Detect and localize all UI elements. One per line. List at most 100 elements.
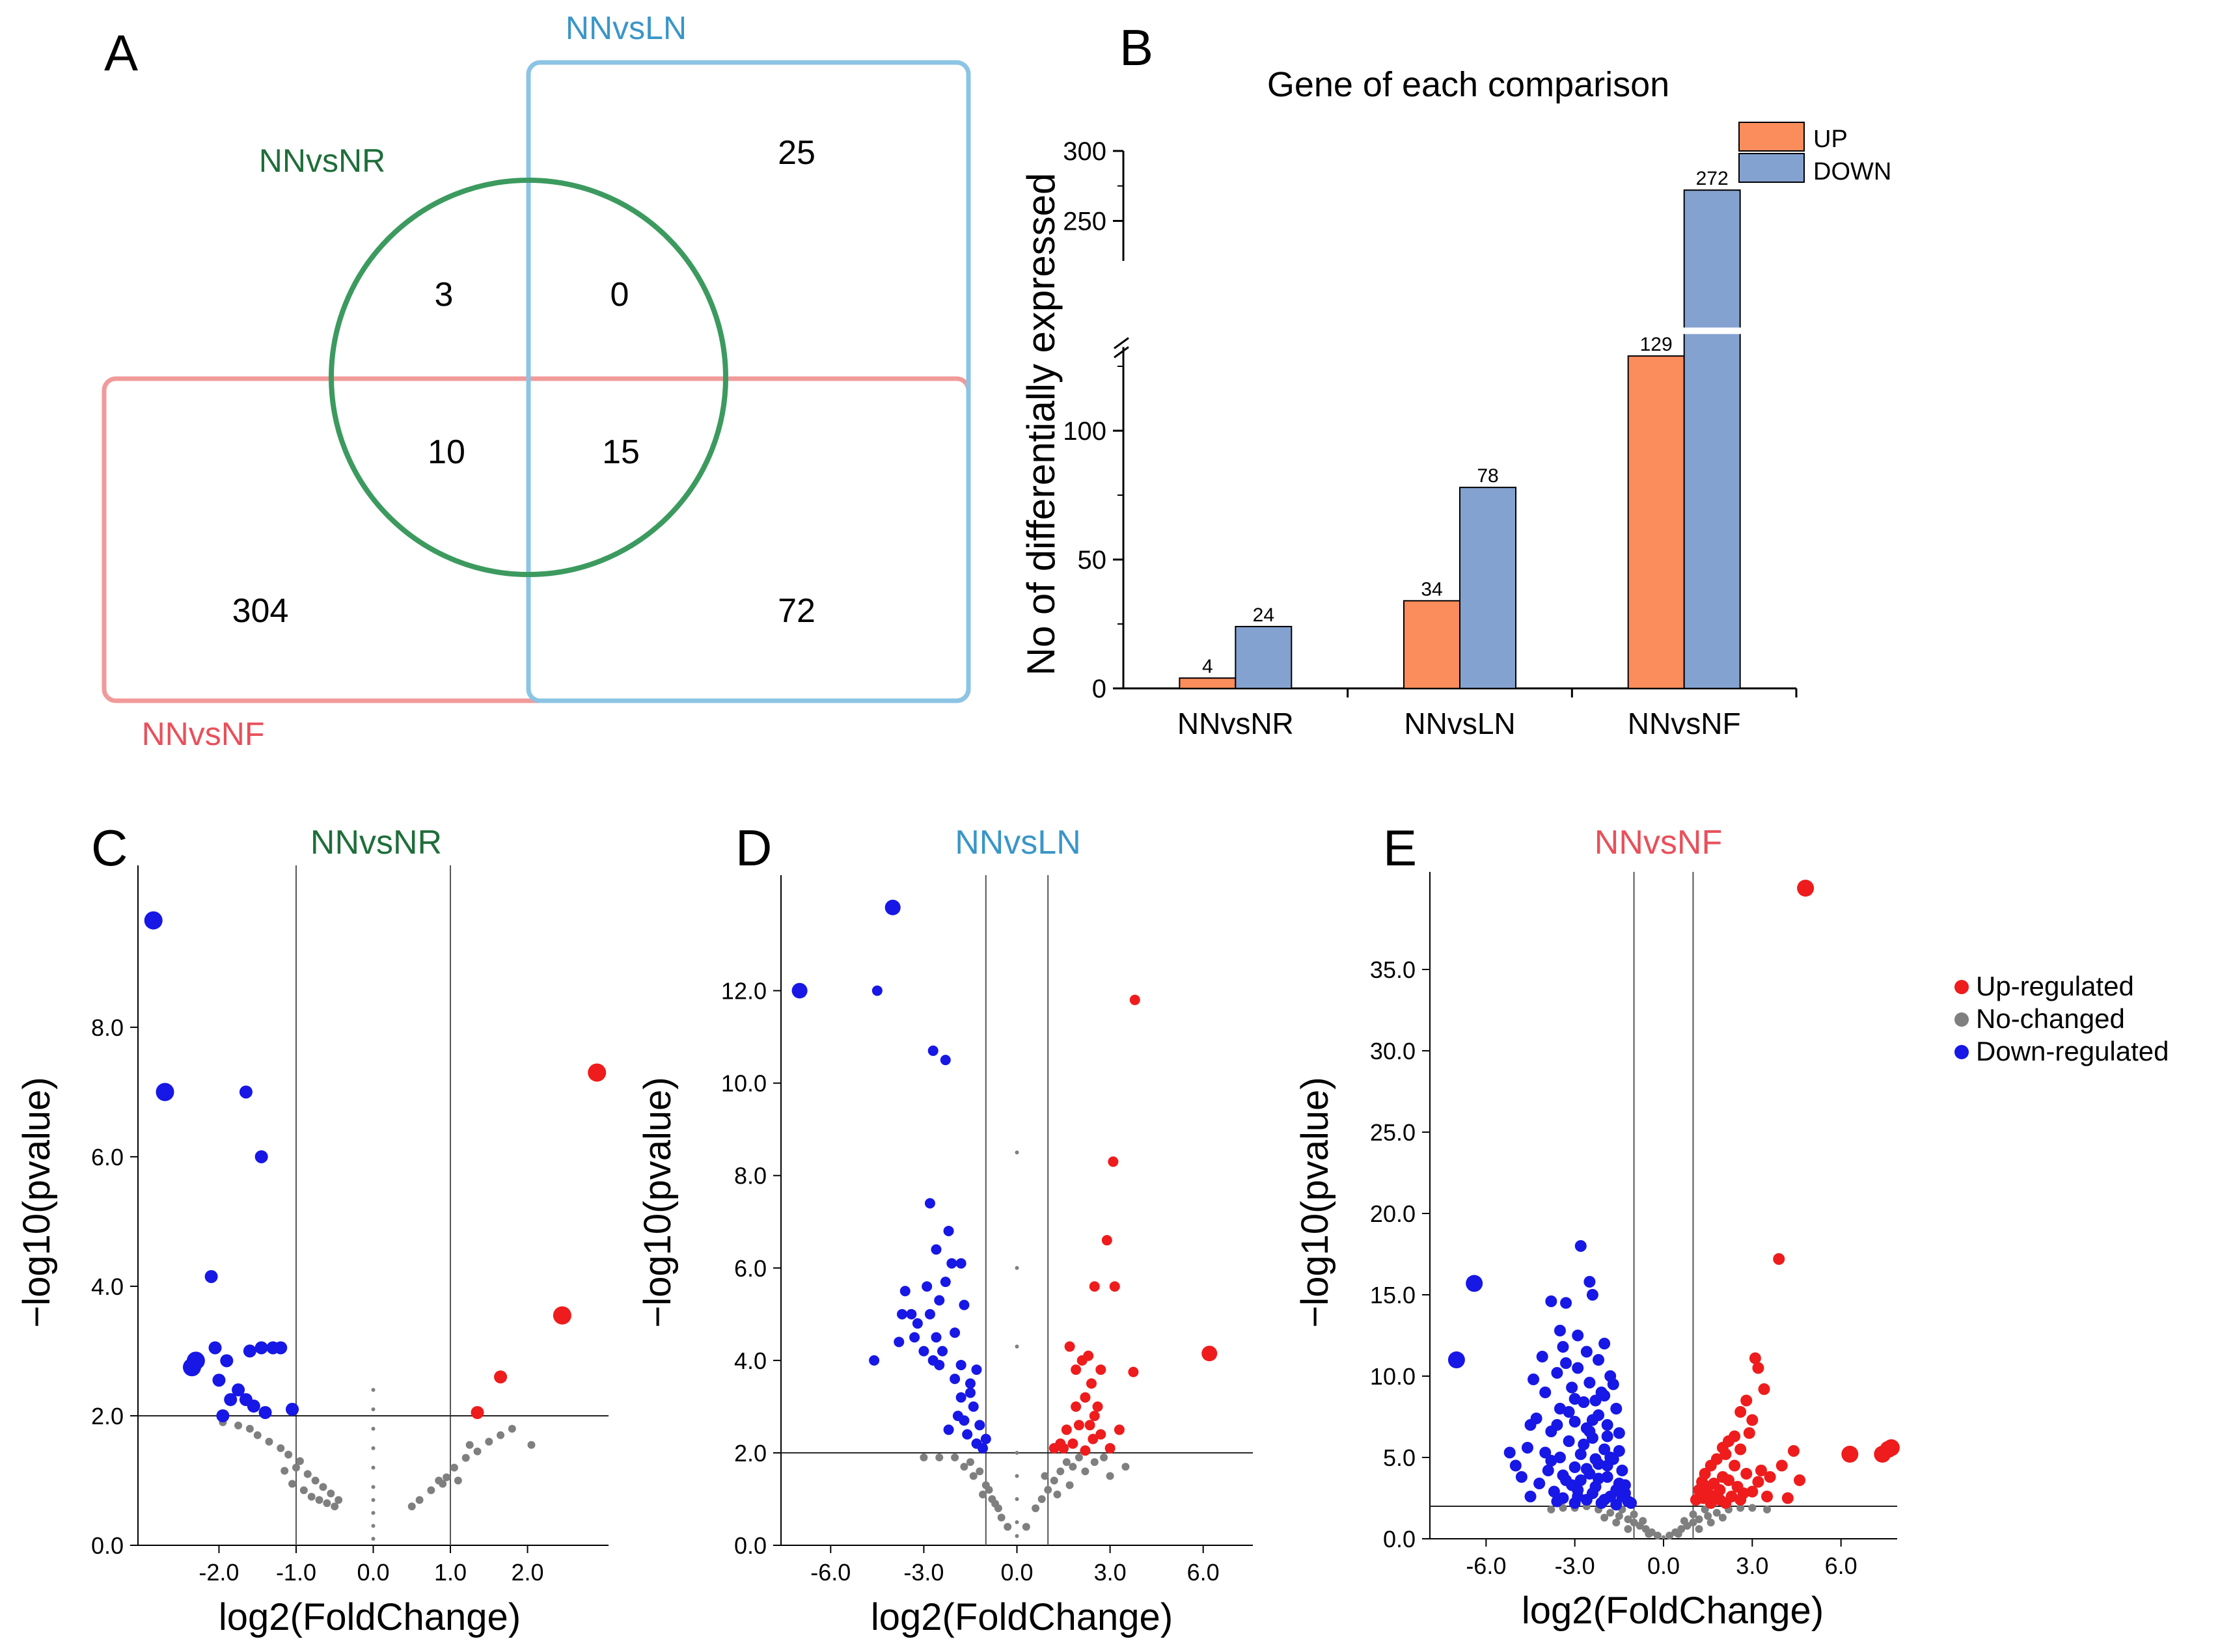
volcano-point-down-regulated <box>1574 1474 1587 1486</box>
volcano-y-tick-label: 35.0 <box>1370 956 1416 983</box>
volcano-point-down-regulated <box>962 1429 973 1440</box>
volcano-point-no-changed <box>1689 1510 1697 1519</box>
volcano-point-up-regulated <box>494 1370 508 1384</box>
volcano-point-no-changed <box>443 1473 451 1482</box>
volcano-point-down-regulated <box>1574 1448 1587 1460</box>
volcano-point-down-regulated <box>216 1409 230 1422</box>
volcano-title-nnvsnf: NNvsNF <box>1595 824 1722 861</box>
volcano-point-no-changed <box>508 1424 516 1433</box>
volcano-point-down-regulated <box>1619 1479 1631 1491</box>
volcano-point-no-changed <box>245 1424 254 1433</box>
volcano-point-up-regulated <box>1743 1427 1755 1439</box>
volcano-point-no-changed <box>277 1444 285 1452</box>
volcano-point-down-regulated <box>232 1383 245 1397</box>
bar-category-label: NNvsLN <box>1404 707 1515 740</box>
legend-label-up: UP <box>1813 126 1848 153</box>
volcano-y-tick-label: 25.0 <box>1370 1119 1416 1146</box>
volcano-point-down-regulated <box>220 1354 234 1368</box>
bar-value-label: 24 <box>1253 604 1274 626</box>
volcano-point-down-regulated <box>1545 1295 1557 1307</box>
volcano-point-down-regulated <box>1548 1485 1560 1498</box>
volcano-point-down-regulated <box>1625 1497 1638 1509</box>
volcano-y-tick-label: 10.0 <box>721 1070 767 1097</box>
volcano-point-down-regulated <box>274 1341 288 1355</box>
volcano-point-up-regulated <box>1882 1439 1900 1456</box>
volcano-point-down-regulated <box>971 1364 982 1375</box>
volcano-x-tick-label: -2.0 <box>199 1559 239 1586</box>
volcano-point-no-changed <box>951 1454 959 1462</box>
bar-value-label: 129 <box>1640 334 1673 355</box>
volcano-point-up-regulated <box>1794 1474 1806 1486</box>
volcano-point-no-changed <box>371 1498 376 1502</box>
volcano-xlabel-e: log2(FoldChange) <box>1522 1590 1824 1632</box>
volcano-point-down-regulated <box>258 1405 272 1419</box>
volcano-point-up-regulated <box>1089 1281 1100 1292</box>
volcano-point-no-changed <box>1015 1450 1019 1455</box>
bar-y-tick-label: 0 <box>1092 675 1106 703</box>
volcano-point-no-changed <box>1763 1506 1772 1513</box>
volcano-point-no-changed <box>1041 1472 1049 1480</box>
volcano-point-no-changed <box>1015 1266 1019 1270</box>
volcano-y-tick-label: 0.0 <box>734 1532 767 1559</box>
volcano-point-up-regulated <box>1752 1362 1764 1374</box>
bar-y-tick-label: 100 <box>1063 417 1106 446</box>
volcano-y-tick-label: 10.0 <box>1370 1363 1416 1390</box>
volcano-point-no-changed <box>371 1426 376 1431</box>
volcano-point-up-regulated <box>1710 1489 1723 1501</box>
volcano-x-tick-label: 6.0 <box>1187 1559 1220 1586</box>
volcano-point-up-regulated <box>1114 1424 1125 1435</box>
volcano-point-up-regulated <box>1073 1420 1084 1431</box>
volcano-point-no-changed <box>299 1486 308 1495</box>
volcano-point-down-regulated <box>924 1308 935 1320</box>
venn-count-ln-only: 25 <box>778 134 815 172</box>
volcano-point-down-regulated <box>931 1332 942 1343</box>
volcano-point-up-regulated <box>1061 1424 1072 1435</box>
volcano-x-tick-label: -1.0 <box>276 1559 316 1586</box>
volcano-point-down-regulated <box>1583 1426 1596 1437</box>
volcano-point-down-regulated <box>1554 1403 1566 1415</box>
volcano-point-down-regulated <box>955 1392 966 1403</box>
volcano-point-down-regulated <box>286 1403 299 1416</box>
volcano-point-no-changed <box>1121 1463 1130 1471</box>
volcano-point-no-changed <box>303 1470 312 1478</box>
volcano-point-down-regulated <box>1569 1416 1581 1428</box>
volcano-point-up-regulated <box>1749 1352 1761 1364</box>
venn-set-nnvsnf <box>102 376 971 703</box>
volcano-point-down-regulated <box>1601 1419 1613 1431</box>
volcano-point-no-changed <box>1053 1490 1062 1498</box>
volcano-point-no-changed <box>1689 1519 1697 1526</box>
volcano-point-down-regulated <box>959 1415 970 1426</box>
bar-value-label: 272 <box>1696 168 1729 189</box>
volcano-point-no-changed <box>1704 1512 1712 1520</box>
volcano-point-no-changed <box>1718 1513 1727 1522</box>
volcano-point-down-regulated <box>204 1269 218 1283</box>
volcano-point-up-regulated <box>1773 1253 1785 1265</box>
volcano-point-down-regulated <box>1574 1240 1587 1252</box>
volcano-point-down-regulated <box>950 1327 961 1338</box>
volcano-point-up-regulated <box>1129 994 1140 1005</box>
volcano-point-no-changed <box>284 1450 293 1459</box>
volcano-point-no-changed <box>1022 1523 1030 1531</box>
volcano-point-up-regulated <box>1746 1485 1759 1498</box>
volcano-point-up-regulated <box>471 1405 484 1419</box>
volcano-x-tick-label: 0.0 <box>1000 1559 1033 1586</box>
volcano-point-no-changed <box>1547 1506 1555 1513</box>
volcano-y-tick-label: 2.0 <box>91 1403 124 1429</box>
volcano-point-down-regulated <box>1515 1471 1528 1483</box>
volcano-point-no-changed <box>1639 1517 1647 1525</box>
bar-up-nnvsln <box>1403 600 1460 689</box>
volcano-point-down-regulated <box>1542 1465 1554 1476</box>
volcano-point-no-changed <box>371 1465 376 1470</box>
volcano-point-up-regulated <box>1048 1442 1060 1454</box>
volcano-point-down-regulated <box>922 1281 933 1292</box>
volcano-x-tick-label: -3.0 <box>1555 1552 1595 1579</box>
volcano-point-down-regulated <box>1560 1297 1572 1309</box>
volcano-point-up-regulated <box>1787 1445 1800 1457</box>
volcano-point-no-changed <box>454 1476 462 1485</box>
volcano-point-down-regulated <box>1578 1396 1590 1408</box>
volcano-point-up-regulated <box>1089 1411 1100 1422</box>
volcano-point-no-changed <box>461 1454 470 1462</box>
bar-value-label: 4 <box>1202 656 1213 677</box>
